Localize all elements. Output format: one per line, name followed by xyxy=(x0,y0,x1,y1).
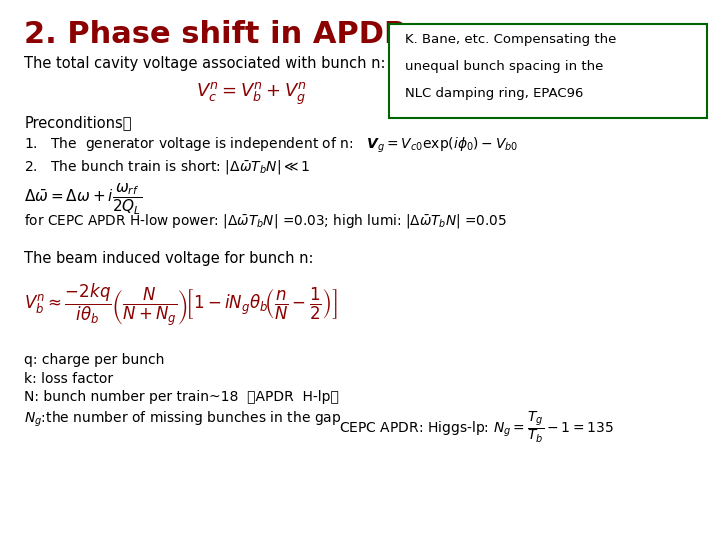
Text: unequal bunch spacing in the: unequal bunch spacing in the xyxy=(405,60,603,73)
FancyBboxPatch shape xyxy=(389,24,706,118)
Text: Preconditions：: Preconditions： xyxy=(24,115,132,130)
Text: $V_c^n = V_b^n + V_g^n$: $V_c^n = V_b^n + V_g^n$ xyxy=(196,80,307,106)
Text: for CEPC APDR H-low power: $|\Delta\bar{\omega}T_bN|$ =0.03; high lumi: $|\Delta: for CEPC APDR H-low power: $|\Delta\bar{… xyxy=(24,212,507,230)
Text: k: loss factor: k: loss factor xyxy=(24,372,113,386)
Text: $N_g$:the number of missing bunches in the gap: $N_g$:the number of missing bunches in t… xyxy=(24,410,342,429)
Text: q: charge per bunch: q: charge per bunch xyxy=(24,353,165,367)
Text: The total cavity voltage associated with bunch n:: The total cavity voltage associated with… xyxy=(24,56,386,71)
Text: 2.   The bunch train is short: $|\Delta\bar{\omega}T_bN| \ll 1$: 2. The bunch train is short: $|\Delta\ba… xyxy=(24,158,310,176)
Text: $\Delta\bar{\omega} = \Delta\omega + i\dfrac{\omega_{rf}}{2Q_L}$: $\Delta\bar{\omega} = \Delta\omega + i\d… xyxy=(24,182,143,217)
Text: K. Bane, etc. Compensating the: K. Bane, etc. Compensating the xyxy=(405,33,616,46)
Text: 1.   The  generator voltage is independent of n:   $\boldsymbol{V}_g = V_{c0}\ex: 1. The generator voltage is independent … xyxy=(24,136,518,154)
Text: 2. Phase shift in APDR: 2. Phase shift in APDR xyxy=(24,20,408,49)
Text: $V_b^n \approx \dfrac{-2kq}{i\theta_b}\left(\dfrac{N}{N+N_g}\right)\!\left[1 - i: $V_b^n \approx \dfrac{-2kq}{i\theta_b}\l… xyxy=(24,282,338,328)
Text: N: bunch number per train~18  （APDR  H-lp）: N: bunch number per train~18 （APDR H-lp） xyxy=(24,390,339,404)
Text: NLC damping ring, EPAC96: NLC damping ring, EPAC96 xyxy=(405,87,583,100)
Text: The beam induced voltage for bunch n:: The beam induced voltage for bunch n: xyxy=(24,251,314,266)
Text: CEPC APDR: Higgs-lp: $N_g = \dfrac{T_g}{T_b} - 1=135$: CEPC APDR: Higgs-lp: $N_g = \dfrac{T_g}{… xyxy=(338,410,613,446)
